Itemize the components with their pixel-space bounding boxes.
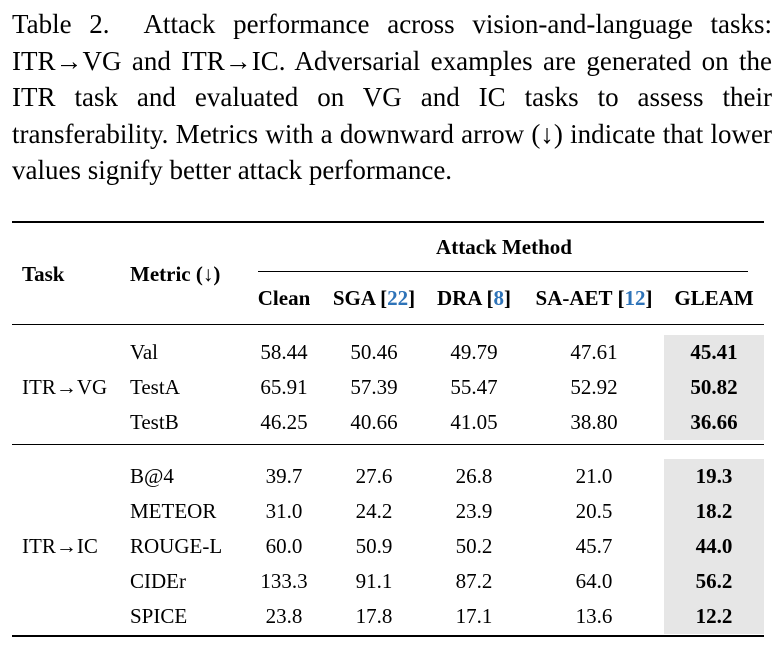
- value-cell: 91.1: [355, 569, 393, 593]
- value-cell: 17.1: [455, 604, 493, 628]
- gleam-value-cell: 45.41: [664, 335, 764, 370]
- gleam-value-cell: 18.2: [664, 494, 764, 529]
- table-row: CIDEr 133.3 91.1 87.2 64.0 56.2: [12, 564, 764, 599]
- metric-cell: CIDEr: [130, 569, 186, 593]
- gleam-value-cell: 36.66: [664, 405, 764, 440]
- value-cell: 27.6: [355, 464, 393, 488]
- caption-label: Table 2.: [12, 9, 110, 39]
- table-row: ITR→IC B@4 39.7 27.6 26.8 21.0 19.3: [12, 459, 764, 558]
- value-cell: 46.25: [260, 410, 308, 434]
- table-row: TestB 46.25 40.66 41.05 38.80 36.66: [12, 405, 764, 440]
- method-header: Clean: [257, 285, 311, 310]
- gleam-value-cell: 19.3: [664, 459, 764, 494]
- header-row-2: Clean SGA [22] DRA [8] SA-AET [12] GLEAM: [12, 271, 764, 325]
- value-cell: 21.0: [575, 464, 613, 488]
- header-row-1: Task Metric (↓) Attack Method: [12, 223, 764, 286]
- metric-header: Metric (↓): [130, 261, 221, 286]
- metric-cell: TestA: [130, 375, 180, 399]
- metric-cell: METEOR: [130, 499, 217, 523]
- value-cell: 55.47: [450, 375, 498, 399]
- task-header: Task: [22, 261, 65, 286]
- bottom-rule: [12, 635, 764, 637]
- metric-cell: SPICE: [130, 604, 188, 628]
- table-row: ITR→VG Val 58.44 50.46 49.79 47.61 45.41: [12, 335, 764, 399]
- results-table: Task Metric (↓) Attack Method Clean SGA …: [12, 223, 764, 634]
- value-cell: 58.44: [260, 340, 308, 364]
- value-cell: 40.66: [350, 410, 398, 434]
- metric-cell: Val: [130, 340, 158, 364]
- value-cell: 31.0: [265, 499, 303, 523]
- metric-cell: TestB: [130, 410, 179, 434]
- value-cell: 65.91: [260, 375, 308, 399]
- caption-text: Attack performance across vision-and-lan…: [12, 9, 772, 185]
- gleam-value-cell: 56.2: [664, 564, 764, 599]
- top-rule: [12, 221, 764, 223]
- method-header: SA-AET [12]: [535, 285, 653, 310]
- task-cell: ITR→IC: [22, 534, 98, 558]
- gleam-value-cell: 50.82: [664, 370, 764, 405]
- value-cell: 64.0: [575, 569, 613, 593]
- table-row: METEOR 31.0 24.2 23.9 20.5 18.2: [12, 494, 764, 529]
- value-cell: 20.5: [575, 499, 613, 523]
- value-cell: 57.39: [350, 375, 398, 399]
- value-cell: 39.7: [265, 464, 303, 488]
- method-header: GLEAM: [674, 285, 754, 310]
- value-cell: 49.79: [450, 340, 498, 364]
- table-row: ROUGE-L 60.0 50.9 50.2 45.7 44.0: [12, 529, 764, 564]
- method-header: SGA [22]: [332, 285, 416, 310]
- value-cell: 24.2: [355, 499, 393, 523]
- attack-method-header: Attack Method: [436, 234, 572, 259]
- gleam-value-cell: 44.0: [664, 529, 764, 564]
- header-rule: [12, 324, 764, 325]
- value-cell: 23.9: [455, 499, 493, 523]
- value-cell: 133.3: [260, 569, 308, 593]
- value-cell: 50.46: [350, 340, 398, 364]
- value-cell: 50.2: [455, 534, 493, 558]
- table-row: SPICE 23.8 17.8 17.1 13.6 12.2: [12, 599, 764, 634]
- value-cell: 60.0: [265, 534, 303, 558]
- gleam-value-cell: 12.2: [664, 599, 764, 634]
- value-cell: 52.92: [570, 375, 618, 399]
- table-caption: Table 2. Attack performance across visio…: [12, 6, 772, 189]
- value-cell: 47.61: [570, 340, 618, 364]
- value-cell: 23.8: [265, 604, 303, 628]
- table-row: TestA 65.91 57.39 55.47 52.92 50.82: [12, 370, 764, 405]
- group-rule: [258, 271, 748, 272]
- value-cell: 50.9: [355, 534, 393, 558]
- value-cell: 41.05: [450, 410, 498, 434]
- method-header: DRA [8]: [436, 285, 512, 310]
- value-cell: 13.6: [575, 604, 613, 628]
- task-cell: ITR→VG: [22, 375, 108, 399]
- value-cell: 87.2: [455, 569, 493, 593]
- group-separator-rule: [12, 444, 764, 445]
- value-cell: 38.80: [570, 410, 618, 434]
- value-cell: 45.7: [575, 534, 613, 558]
- value-cell: 17.8: [355, 604, 393, 628]
- metric-cell: ROUGE-L: [130, 534, 223, 558]
- metric-cell: B@4: [130, 464, 174, 488]
- value-cell: 26.8: [455, 464, 493, 488]
